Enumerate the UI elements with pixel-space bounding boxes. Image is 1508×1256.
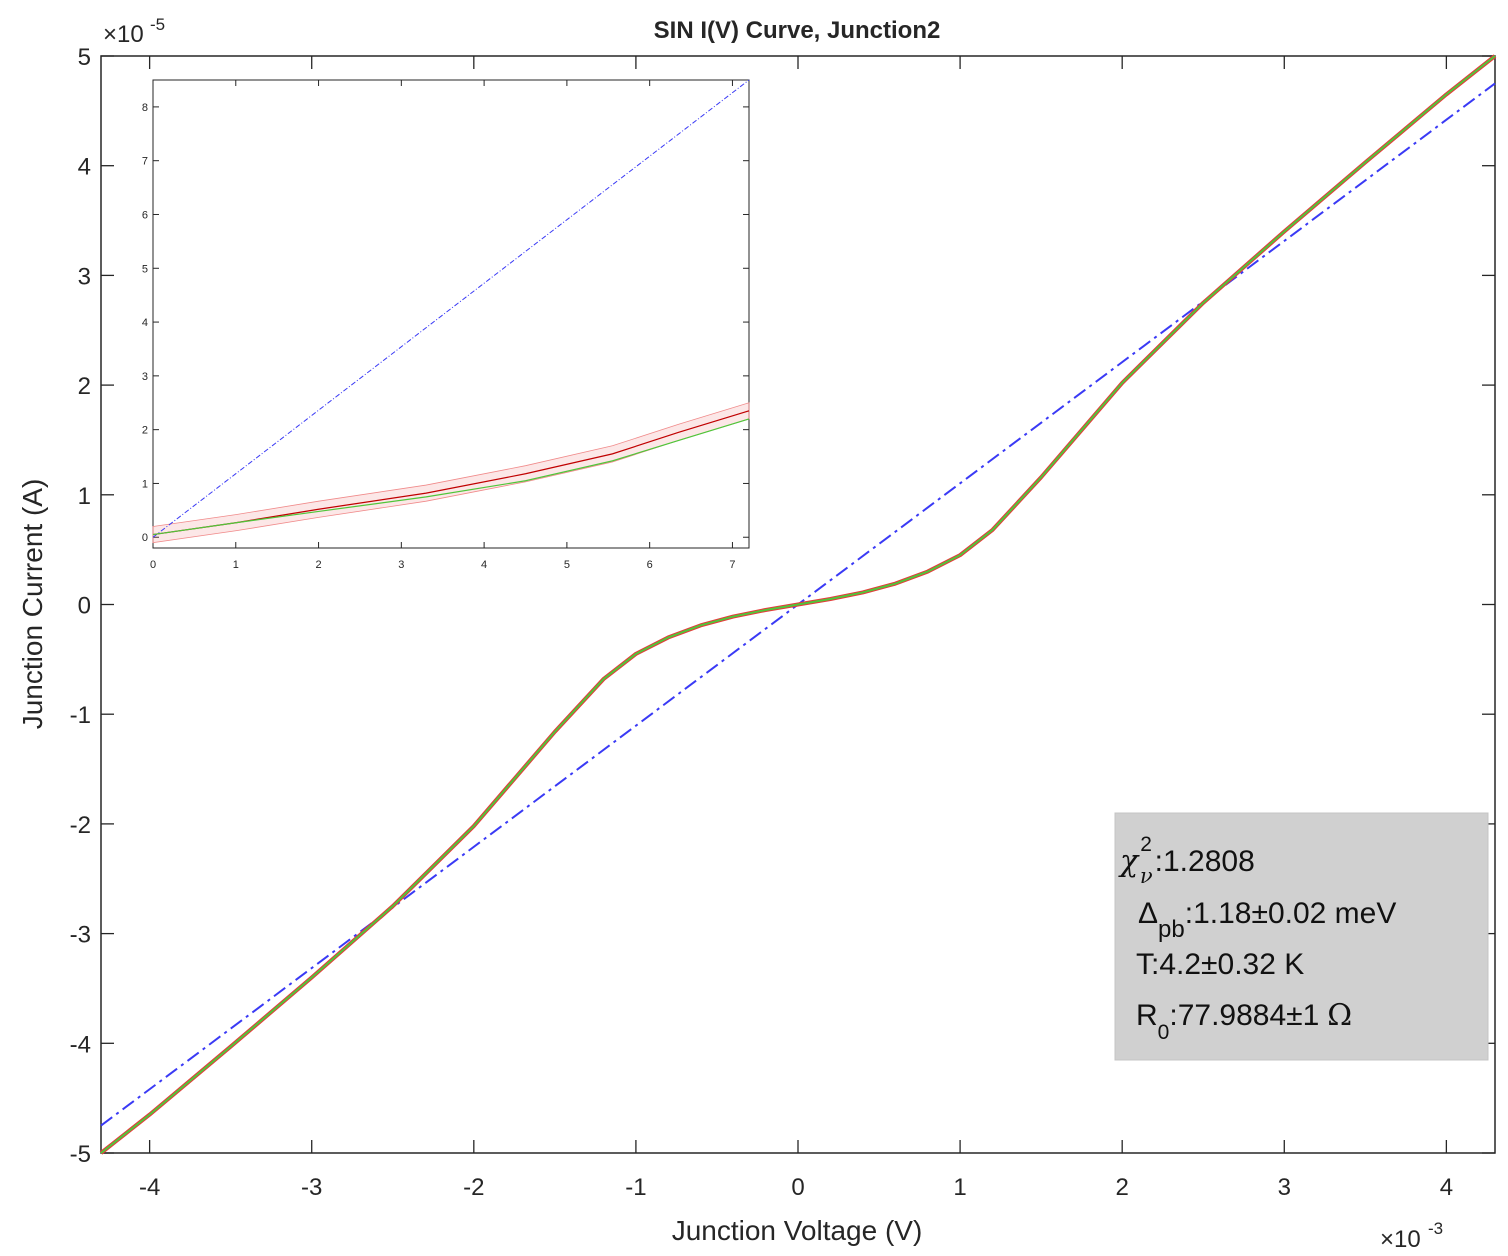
y-tick-label: 3 [78,263,91,290]
x-tick-label: -3 [301,1174,322,1201]
svg-text:-5: -5 [150,15,165,34]
svg-text:×10: ×10 [1380,1226,1421,1253]
y-tick-label: 2 [78,373,91,400]
x-tick-label: 0 [791,1174,804,1201]
inset-y-tick-label: 7 [142,156,148,168]
x-tick-label: 1 [953,1174,966,1201]
inset-y-tick-label: 1 [142,478,148,490]
fit-line [100,55,1496,1154]
temperature-line: T:4.2±0.32 K [1136,948,1304,981]
inset-y-tick-label: 0 [142,532,148,544]
inset-y-tick-label: 3 [142,371,148,383]
y-tick-label: -4 [70,1031,91,1058]
x-tick-label: -4 [139,1174,160,1201]
chi-squared-line: χ2 ν:1.2808 [1118,833,1255,888]
resistance-line: R0:77.9884±1 Ω [1136,998,1352,1044]
inset-axis-ticks: 0 1 2 3 4 5 6 7 0 1 2 3 4 5 6 7 8 [142,80,749,571]
y-tick-label: -5 [70,1141,91,1168]
x-tick-label: -1 [625,1174,646,1201]
y-tick-label: -3 [70,922,91,949]
inset-x-tick-label: 0 [150,559,156,571]
inset-plot-area [152,79,750,549]
x-axis-label: Junction Voltage (V) [672,1215,923,1246]
inset-x-tick-label: 2 [315,559,321,571]
y-tick-label: -1 [70,702,91,729]
y-axis-label: Junction Current (A) [17,479,48,730]
svg-text:-3: -3 [1428,1219,1443,1238]
chart-title: SIN I(V) Curve, Junction2 [654,17,941,44]
inset-x-tick-label: 4 [481,559,487,571]
x-tick-label: 3 [1278,1174,1291,1201]
y-tick-label: 4 [78,154,91,181]
inset-x-tick-label: 6 [647,559,653,571]
y-tick-label: 0 [78,593,91,620]
y-tick-label: 1 [78,483,91,510]
inset-y-tick-label: 6 [142,209,148,221]
x-tick-label: -2 [463,1174,484,1201]
inset-y-tick-label: 5 [142,263,148,275]
inset-series-group [152,79,750,544]
x-tick-label: 4 [1440,1174,1453,1201]
inset-fit-line [152,418,750,536]
gap-energy-line: Δpb:1.18±0.02 meV [1138,897,1396,943]
y-exponent-label: ×10 -5 [103,15,165,48]
main-series-group [99,54,1497,1155]
inset-y-tick-label: 4 [142,317,148,329]
inset-x-tick-label: 3 [398,559,404,571]
inset-x-tick-label: 7 [729,559,735,571]
y-tick-label: -2 [70,812,91,839]
y-tick-label: 5 [78,44,91,71]
main-axis-ticks: -4 -3 -2 -1 0 1 2 3 4 -5 -4 -3 -2 -1 0 1 2 3 4 5 [70,44,1495,1201]
inset-y-tick-label: 8 [142,102,148,114]
inset-x-tick-label: 1 [233,559,239,571]
fit-stats-background [1114,812,1489,1061]
inset-y-tick-label: 2 [142,425,148,437]
inset-x-tick-label: 5 [564,559,570,571]
x-tick-label: 2 [1116,1174,1129,1201]
x-exponent-label: ×10 -3 [1380,1219,1443,1253]
svg-text:×10: ×10 [103,21,144,48]
fit-stats-box: χ2 ν:1.2808 Δpb:1.18±0.02 meV T:4.2±0.32 … [1114,812,1489,1061]
